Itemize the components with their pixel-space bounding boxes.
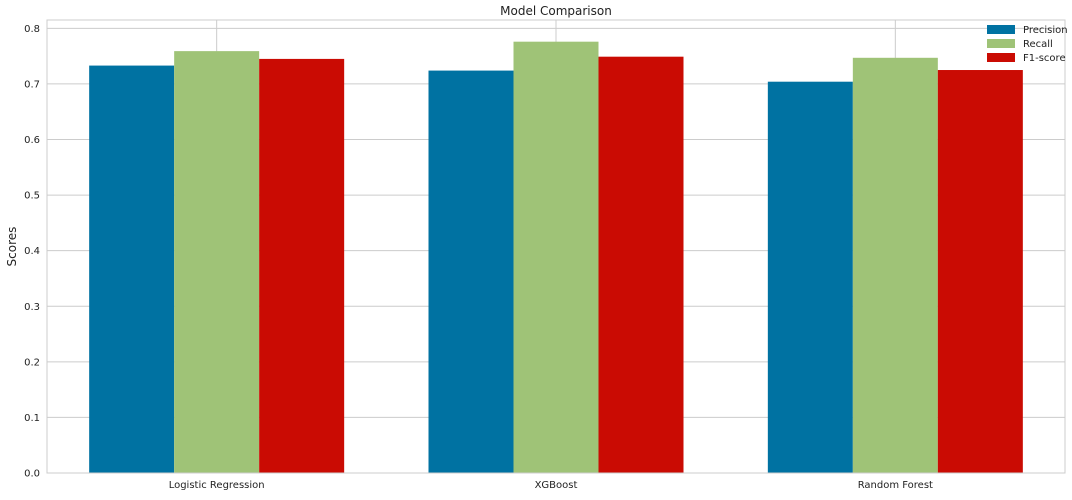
bar-precision-2	[767, 81, 853, 473]
y-tick-label: 0.7	[24, 79, 40, 90]
y-tick-label: 0.6	[24, 135, 40, 146]
bar-f1-score-1	[598, 56, 684, 473]
x-tick-label: Logistic Regression	[169, 480, 265, 491]
bar-precision-0	[89, 65, 175, 473]
legend: Precision Recall F1-score	[987, 25, 1068, 64]
legend-swatch	[987, 25, 1015, 34]
y-tick-label: 0.5	[24, 191, 40, 202]
y-tick-label: 0.0	[24, 469, 40, 480]
bar-recall-2	[852, 57, 938, 473]
y-tick-label: 0.1	[24, 413, 40, 424]
legend-swatch	[987, 39, 1015, 48]
bar-precision-1	[428, 70, 514, 473]
chart-title: Model Comparison	[500, 4, 612, 18]
x-tick-label: Random Forest	[858, 480, 933, 491]
bar-recall-1	[513, 41, 599, 473]
y-tick-label: 0.3	[24, 302, 40, 313]
y-tick-label: 0.4	[24, 246, 40, 257]
x-tick-labels: Logistic Regression XGBoost Random Forest	[169, 480, 933, 491]
y-axis-label: Scores	[5, 227, 19, 267]
legend-label: Precision	[1023, 25, 1068, 36]
y-tick-label: 0.2	[24, 357, 40, 368]
legend-label: F1-score	[1023, 53, 1066, 64]
bars	[89, 41, 1023, 474]
legend-swatch	[987, 53, 1015, 62]
legend-label: Recall	[1023, 39, 1053, 50]
y-tick-labels: 0.0 0.1 0.2 0.3 0.4 0.5 0.6 0.7 0.8	[24, 24, 40, 480]
plot-frame	[46, 19, 1066, 474]
bar-f1-score-2	[937, 70, 1023, 473]
bar-f1-score-0	[259, 58, 345, 474]
bar-recall-0	[174, 51, 260, 474]
x-tick-label: XGBoost	[535, 480, 578, 491]
y-tick-label: 0.8	[24, 24, 40, 35]
